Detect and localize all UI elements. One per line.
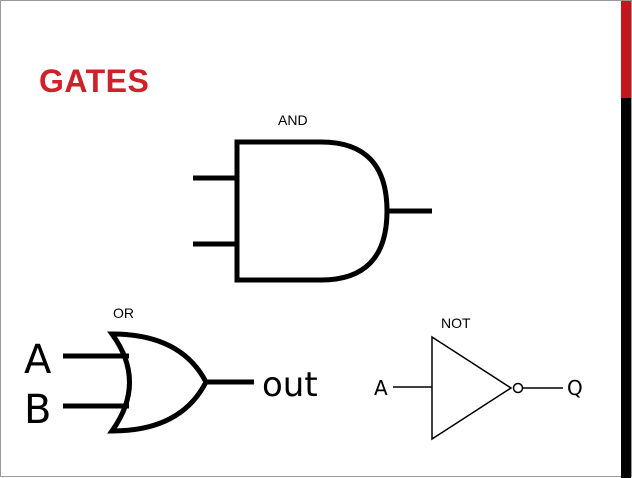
- not-output-label: Q: [567, 376, 583, 400]
- or-input-a-label: A: [24, 337, 52, 383]
- slide-accent-bar: [621, 1, 631, 478]
- or-gate-label: OR: [113, 305, 134, 321]
- and-gate-symbol: [193, 139, 432, 283]
- slide-title: GATES: [39, 63, 150, 99]
- not-gate-body: [431, 335, 513, 441]
- or-gate-symbol: [63, 331, 254, 434]
- accent-red-segment: [621, 1, 631, 98]
- accent-dark-segment: [621, 98, 631, 478]
- and-gate-label: AND: [278, 112, 308, 128]
- or-input-b-label: B: [24, 387, 51, 433]
- or-output-label: out: [262, 365, 318, 405]
- not-gate-bubble: [512, 382, 524, 394]
- or-gate-body: [107, 331, 209, 434]
- not-gate-symbol: [393, 335, 563, 441]
- and-gate-body: [234, 139, 390, 283]
- not-input-label: A: [374, 376, 388, 400]
- not-gate-label: NOT: [441, 315, 471, 331]
